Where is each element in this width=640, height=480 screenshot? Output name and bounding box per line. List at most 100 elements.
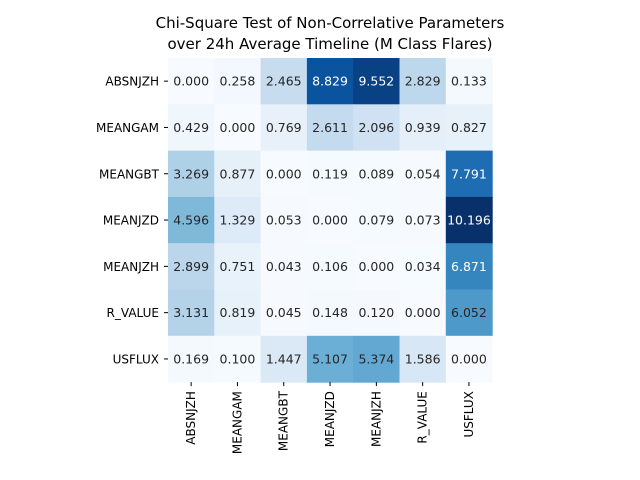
heatmap-cell-r1-c3 (306, 104, 354, 152)
heatmap-cell-label-r0-c5: 2.829 (405, 74, 441, 89)
heatmap-cell-r0-c0 (168, 58, 215, 105)
heatmap-cell-r2-c2 (260, 150, 308, 198)
heatmap-cell-r4-c5 (399, 243, 447, 291)
heatmap-cell-r2-c3 (306, 150, 354, 198)
heatmap-cell-r1-c5 (399, 104, 447, 152)
heatmap-cell-r3-c6 (445, 196, 493, 244)
heatmap-cells: 0.000 0.258 2.465 8.829 9.552 2.829 0.133 0.429… (168, 58, 493, 383)
heatmap-cell-r0-c4 (353, 58, 401, 105)
heatmap-cell-label-r6-c6: 0.000 (451, 351, 487, 366)
heatmap-cell-label-r4-c0: 2.899 (173, 259, 209, 274)
heatmap-cell-r4-c0 (168, 243, 215, 291)
heatmap-cell-r5-c4 (353, 289, 401, 337)
heatmap-cell-label-r0-c6: 0.133 (451, 74, 487, 89)
heatmap-cell-r5-c1 (214, 289, 262, 337)
heatmap-cell-r2-c5 (399, 150, 447, 198)
y-tick-labels: ABSNJZH MEANGAM MEANGBT MEANJZD MEANJZH R_VAL… (96, 75, 168, 366)
heatmap-cell-label-r3-c0: 4.596 (173, 213, 209, 228)
heatmap-cell-label-r2-c0: 3.269 (173, 166, 209, 181)
heatmap-cell-r0-c2 (260, 58, 308, 105)
heatmap-cell-r6-c0 (168, 335, 215, 383)
x-tick-label: MEANJZH (369, 391, 383, 447)
heatmap-cell-r0-c3 (306, 58, 354, 105)
heatmap-cell-label-r3-c4: 0.079 (358, 213, 394, 228)
heatmap-cell-label-r1-c3: 2.611 (312, 120, 348, 135)
heatmap-cell-label-r5-c6: 6.052 (451, 305, 487, 320)
heatmap-cell-r5-c5 (399, 289, 447, 337)
heatmap-cell-label-r2-c6: 7.791 (451, 166, 487, 181)
y-tick-label: MEANGBT (99, 167, 160, 181)
heatmap-cell-r4-c6 (445, 243, 493, 291)
heatmap-cell-r5-c6 (445, 289, 493, 337)
heatmap-cell-label-r0-c0: 0.000 (173, 74, 209, 89)
x-tick-label: MEANGBT (277, 390, 291, 451)
heatmap-cell-label-r6-c3: 5.107 (312, 351, 348, 366)
heatmap-cell-r6-c4 (353, 335, 401, 383)
x-tick-label: MEANGAM (230, 391, 244, 454)
heatmap-cell-r3-c5 (399, 196, 447, 244)
heatmap-cell-label-r2-c5: 0.054 (405, 166, 441, 181)
heatmap-cell-r3-c1 (214, 196, 262, 244)
heatmap-cell-label-r6-c0: 0.169 (173, 351, 209, 366)
heatmap-cell-r6-c3 (306, 335, 354, 383)
heatmap-cell-label-r3-c3: 0.000 (312, 213, 348, 228)
heatmap-cell-r4-c3 (306, 243, 354, 291)
x-tick-label: R_VALUE (416, 391, 430, 443)
x-tick-label: USFLUX (462, 391, 476, 437)
heatmap-cell-label-r1-c1: 0.000 (220, 120, 256, 135)
heatmap-cell-r5-c0 (168, 289, 215, 337)
heatmap-cell-label-r1-c4: 2.096 (358, 120, 394, 135)
heatmap-cell-r2-c0 (168, 150, 215, 198)
heatmap-cell-label-r3-c2: 0.053 (266, 213, 302, 228)
heatmap-cell-label-r5-c2: 0.045 (266, 305, 302, 320)
heatmap-cell-label-r1-c6: 0.827 (451, 120, 487, 135)
heatmap-cell-label-r0-c4: 9.552 (358, 74, 394, 89)
heatmap-cell-r3-c2 (260, 196, 308, 244)
x-tick-labels: ABSNJZH MEANGAM MEANGBT MEANJZD MEANJZH R_VAL… (184, 382, 476, 454)
x-tick-label: ABSNJZH (184, 391, 198, 445)
heatmap-cell-r4-c2 (260, 243, 308, 291)
y-tick-label: MEANGAM (96, 121, 159, 135)
heatmap-cell-label-r6-c5: 1.586 (405, 351, 441, 366)
heatmap-cell-label-r3-c1: 1.329 (220, 213, 256, 228)
heatmap-cell-r4-c1 (214, 243, 262, 291)
y-tick-label: ABSNJZH (105, 75, 159, 89)
heatmap-cell-label-r4-c3: 0.106 (312, 259, 348, 274)
heatmap-cell-r0-c6 (445, 58, 493, 105)
heatmap-cell-label-r5-c0: 3.131 (173, 305, 209, 320)
heatmap-cell-label-r1-c5: 0.939 (405, 120, 441, 135)
heatmap-cell-label-r4-c2: 0.043 (266, 259, 302, 274)
heatmap-cell-r1-c1 (214, 104, 262, 152)
heatmap-cell-r2-c1 (214, 150, 262, 198)
heatmap-cell-label-r1-c2: 0.769 (266, 120, 302, 135)
heatmap-cell-label-r0-c2: 2.465 (266, 74, 302, 89)
heatmap-cell-r3-c0 (168, 196, 215, 244)
heatmap-cell-label-r6-c4: 5.374 (358, 351, 394, 366)
heatmap-cell-r1-c0 (168, 104, 215, 152)
heatmap-cell-label-r5-c1: 0.819 (220, 305, 256, 320)
heatmap-cell-r3-c3 (306, 196, 354, 244)
heatmap-cell-label-r0-c3: 8.829 (312, 74, 348, 89)
heatmap-cell-label-r2-c4: 0.089 (358, 166, 394, 181)
x-tick-label: MEANJZD (323, 391, 337, 447)
heatmap-cell-r6-c2 (260, 335, 308, 383)
heatmap-cell-r5-c3 (306, 289, 354, 337)
chart-title-line-1: Chi-Square Test of Non-Correlative Param… (156, 14, 505, 32)
heatmap-cell-r1-c4 (353, 104, 401, 152)
heatmap-cell-label-r1-c0: 0.429 (173, 120, 209, 135)
heatmap-cell-r6-c5 (399, 335, 447, 383)
heatmap-cell-r2-c6 (445, 150, 493, 198)
chart-title-line-2: over 24h Average Timeline (M Class Flare… (167, 35, 492, 53)
heatmap-cell-label-r0-c1: 0.258 (220, 74, 256, 89)
heatmap-cell-label-r2-c2: 0.000 (266, 166, 302, 181)
heatmap-cell-label-r4-c6: 6.871 (451, 259, 487, 274)
heatmap-cell-label-r5-c5: 0.000 (405, 305, 441, 320)
heatmap-cell-r6-c6 (445, 335, 493, 383)
heatmap-cell-label-r2-c3: 0.119 (312, 166, 348, 181)
heatmap-cell-label-r3-c5: 0.073 (405, 213, 441, 228)
heatmap-cell-r6-c1 (214, 335, 262, 383)
heatmap-cell-r3-c4 (353, 196, 401, 244)
heatmap-cell-label-r4-c1: 0.751 (220, 259, 256, 274)
heatmap-cell-r4-c4 (353, 243, 401, 291)
